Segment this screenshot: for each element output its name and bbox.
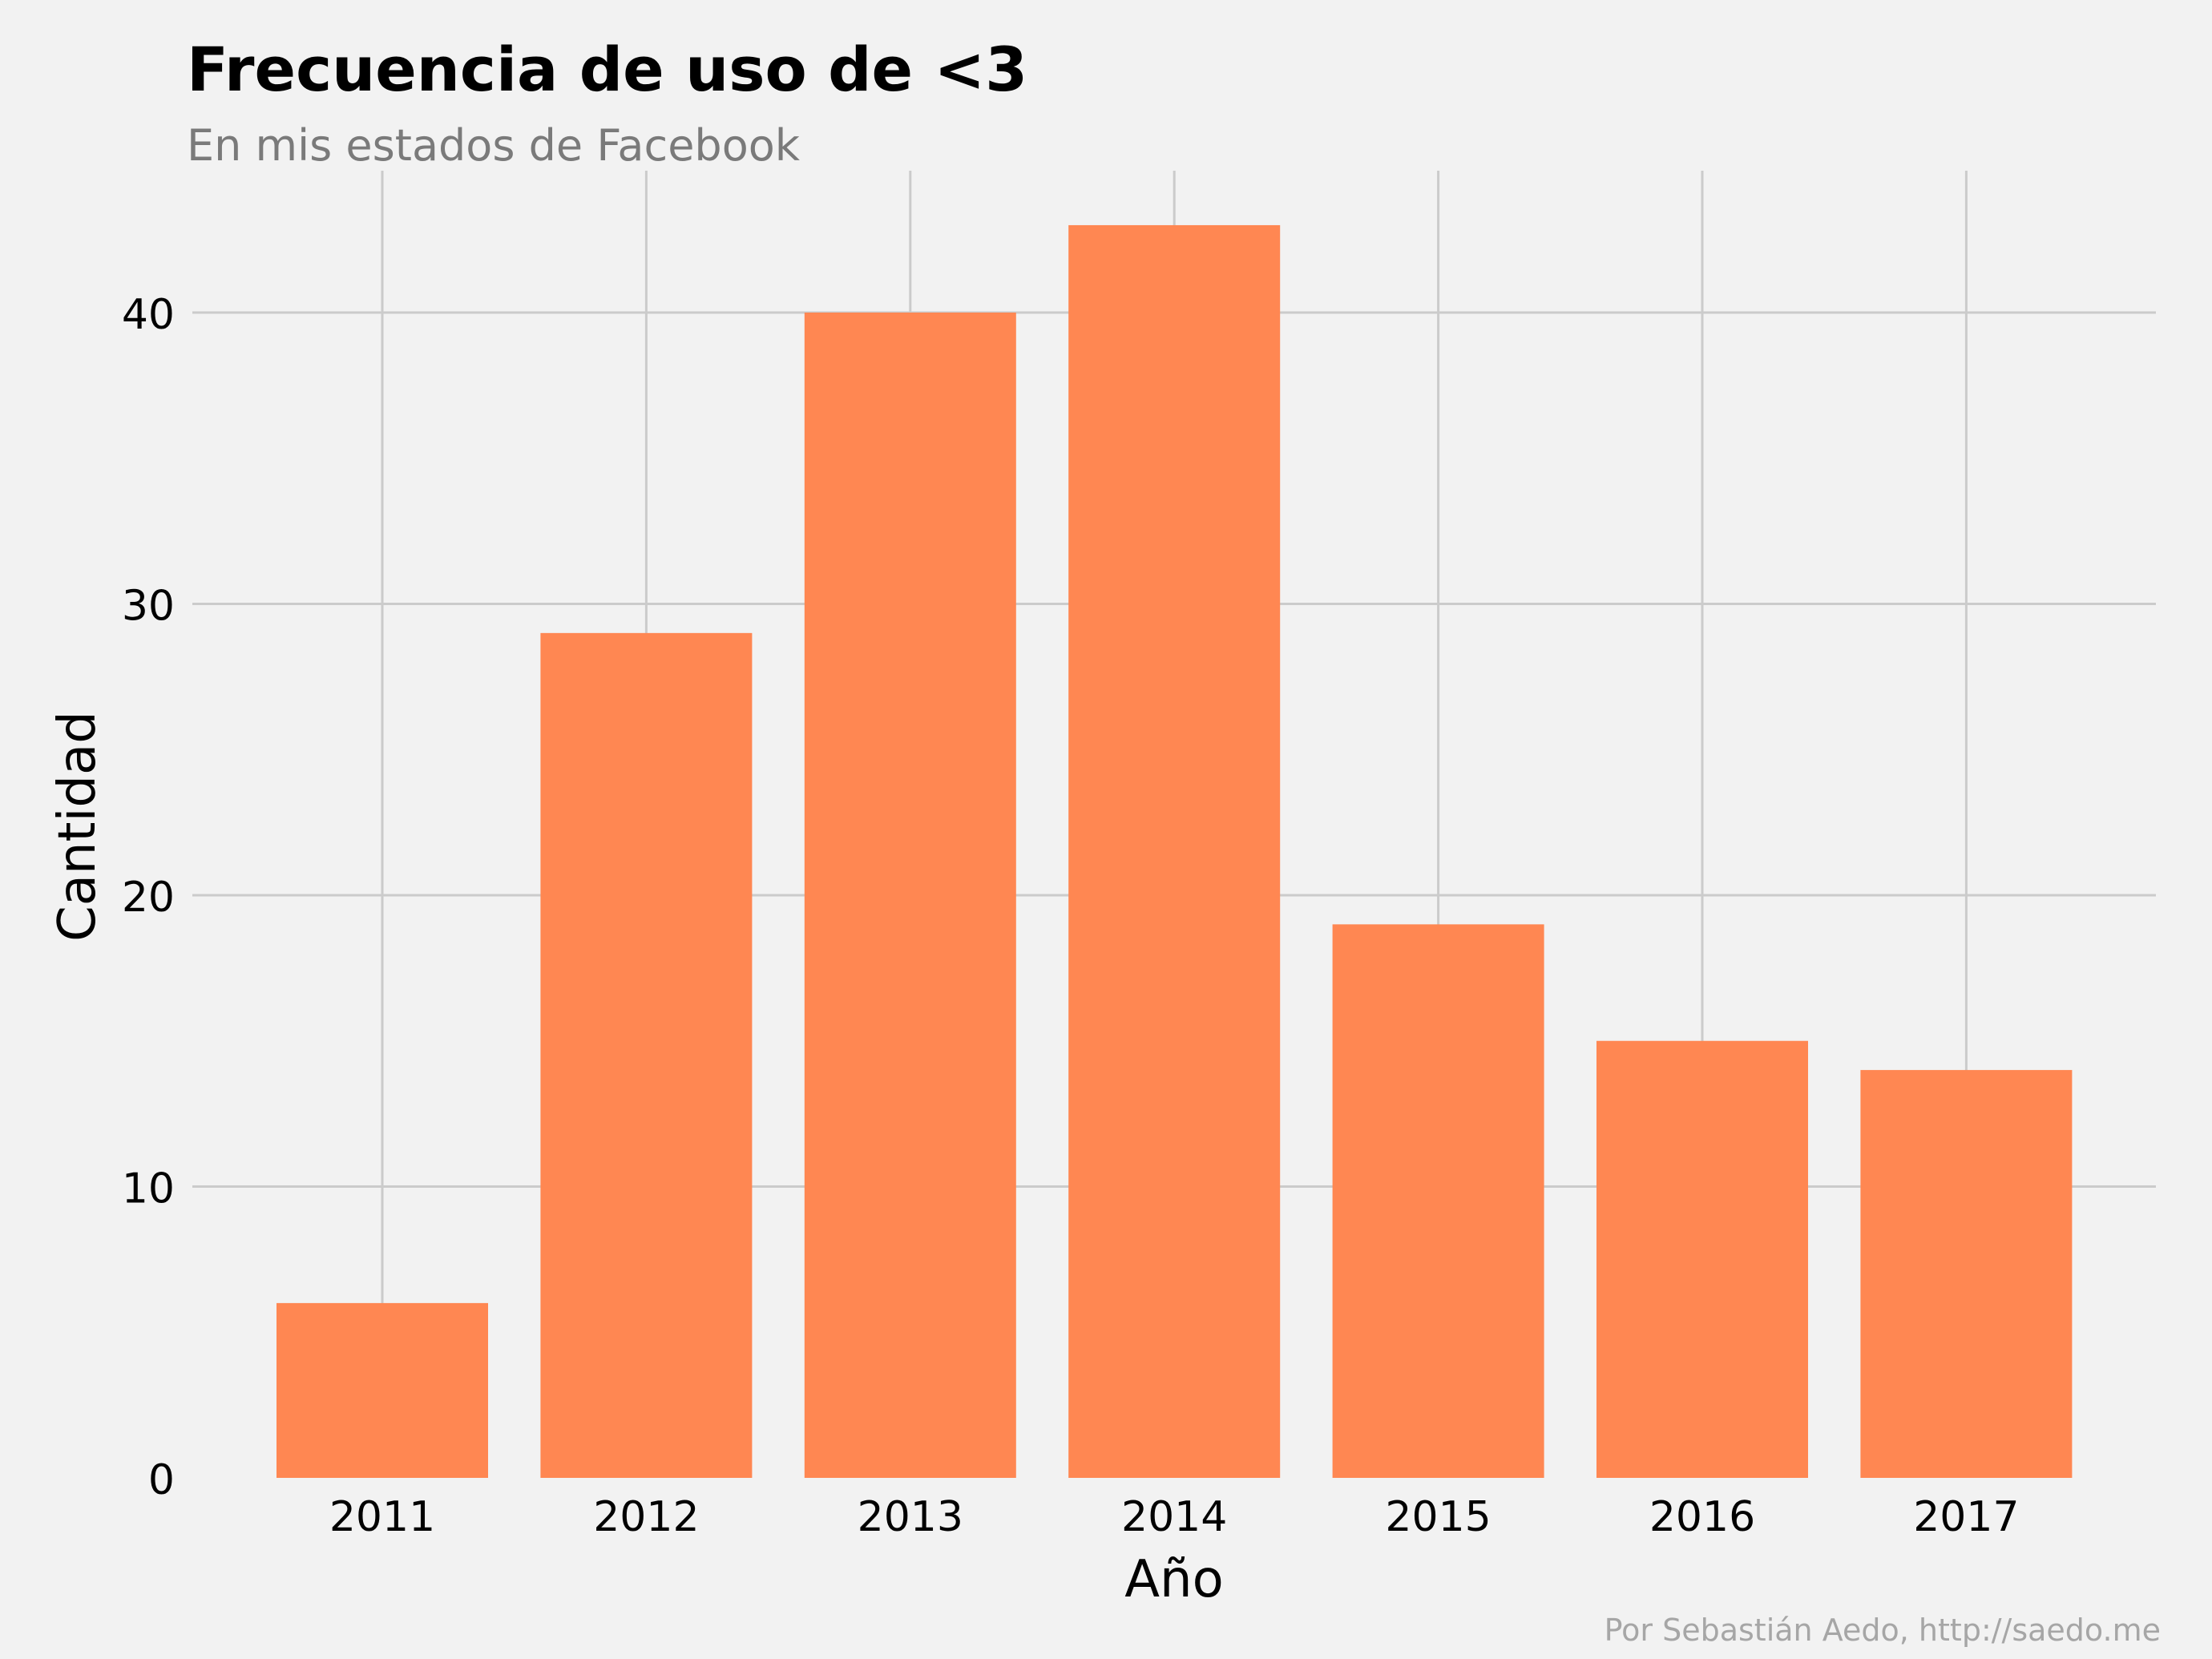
y-tick-label: 20	[122, 874, 175, 922]
tick-labels: 0 10 20 30 40 2011 2012 2013 2014 2015 2016 2017	[122, 291, 2020, 1541]
chart-title: Frecuencia de uso de <3	[187, 34, 1028, 105]
x-tick-label: 2011	[329, 1493, 435, 1541]
x-axis-label: Año	[1124, 1550, 1224, 1609]
y-tick-label: 10	[122, 1165, 175, 1213]
bar-2012	[540, 632, 753, 1478]
x-tick-label: 2017	[1913, 1493, 2019, 1541]
x-tick-label: 2015	[1385, 1493, 1491, 1541]
bar-2016	[1596, 1040, 1808, 1478]
x-tick-label: 2012	[593, 1493, 699, 1541]
chart-caption: Por Sebastián Aedo, http://saedo.me	[1604, 1613, 2161, 1648]
x-tick-label: 2014	[1121, 1493, 1227, 1541]
bar-2015	[1332, 924, 1544, 1478]
y-tick-label: 0	[148, 1456, 175, 1504]
x-tick-label: 2013	[858, 1493, 963, 1541]
y-tick-label: 30	[122, 583, 175, 631]
bar-2013	[804, 313, 1016, 1478]
chart-subtitle: En mis estados de Facebook	[187, 120, 801, 171]
bars	[276, 224, 2073, 1479]
bar-2014	[1068, 224, 1281, 1479]
y-axis-label: Cantidad	[48, 711, 107, 942]
x-tick-label: 2016	[1649, 1493, 1755, 1541]
bar-2017	[1860, 1070, 2073, 1478]
bar-2011	[276, 1302, 488, 1478]
y-tick-label: 40	[122, 291, 175, 339]
